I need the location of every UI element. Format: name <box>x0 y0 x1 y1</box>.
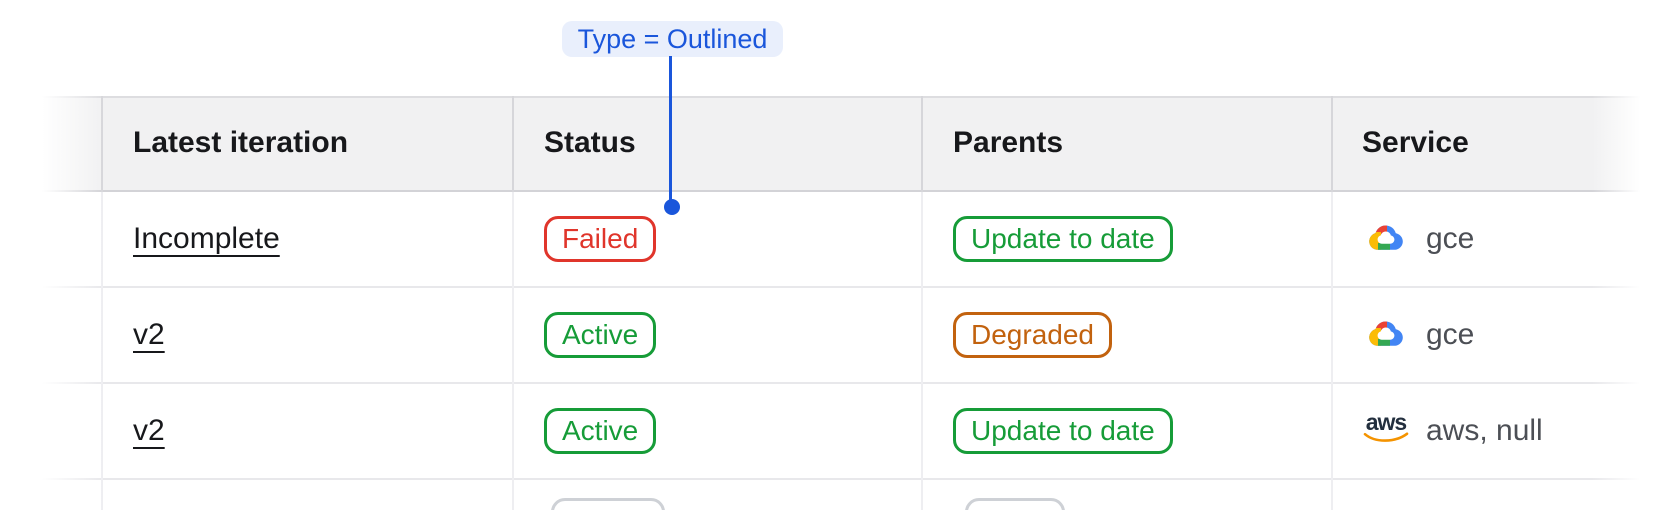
table-header-background <box>40 97 1672 191</box>
google-cloud-icon <box>1368 318 1404 353</box>
iteration-link[interactable]: v2 <box>133 414 165 447</box>
table-header-row: Latest iteration Status Parents Service <box>0 96 1672 190</box>
google-cloud-icon <box>1368 222 1404 257</box>
column-header-parents: Parents <box>953 126 1064 159</box>
annotation-pill: Type = Outlined <box>562 21 783 57</box>
annotation-pointer-dot <box>664 199 680 215</box>
partial-parents-badge <box>965 498 1065 510</box>
iteration-link[interactable]: Incomplete <box>133 222 280 255</box>
iteration-link[interactable]: v2 <box>133 318 165 351</box>
annotation-pointer-line <box>669 56 672 200</box>
column-header-latest-iteration: Latest iteration <box>133 126 349 159</box>
row-divider <box>40 286 1672 288</box>
row-divider <box>40 382 1672 384</box>
parents-badge: Update to date <box>953 216 1173 262</box>
header-bottom-border <box>40 190 1672 192</box>
aws-icon: aws <box>1362 411 1410 449</box>
row-divider <box>40 478 1672 480</box>
partial-status-badge <box>551 498 665 510</box>
service-label: gce <box>1426 318 1475 351</box>
table-row: Incomplete Failed Update to date <box>0 192 1672 286</box>
table-top-border <box>40 96 1672 98</box>
parents-badge: Degraded <box>953 312 1112 358</box>
status-badge: Active <box>544 312 657 358</box>
column-header-status: Status <box>544 126 636 159</box>
status-badge: Active <box>544 408 657 454</box>
table-row: v2 Active Update to date <box>0 384 1672 478</box>
column-header-service: Service <box>1362 126 1469 159</box>
parents-badge: Update to date <box>953 408 1173 454</box>
table-row: v2 Active Degraded <box>0 288 1672 382</box>
service-label: gce <box>1426 222 1475 255</box>
service-label: aws, null <box>1426 414 1543 447</box>
status-badge: Failed <box>544 216 657 262</box>
